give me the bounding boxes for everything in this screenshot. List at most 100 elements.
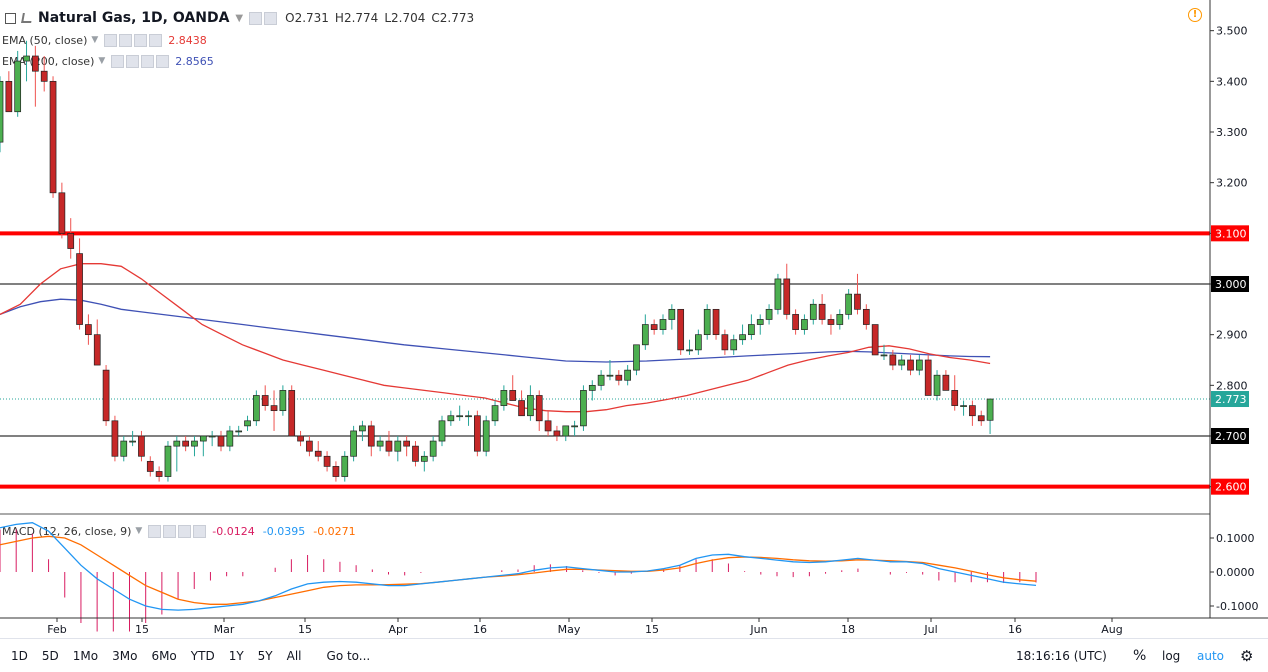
candle-up <box>774 278 782 310</box>
candle-down <box>544 420 552 432</box>
timeframe-group: 1D 5D 1Mo 3Mo 6Mo YTD 1Y 5Y All <box>4 649 309 663</box>
macd-dropdown-icon[interactable]: ▼ <box>135 526 143 536</box>
candle-down <box>5 80 13 113</box>
log-toggle[interactable]: log <box>1162 648 1181 663</box>
ema50-label[interactable]: EMA (50, close) <box>2 33 88 47</box>
candle-down <box>32 55 39 72</box>
eye-icon[interactable] <box>111 54 125 68</box>
candle-up <box>191 440 198 447</box>
macd-line <box>0 522 1037 611</box>
time-tick-label: Jun <box>749 623 767 636</box>
candle-up <box>836 314 844 325</box>
candle-down <box>146 460 154 472</box>
settings-icon[interactable] <box>119 33 133 47</box>
candle-up <box>456 415 464 418</box>
candle-down <box>854 293 861 310</box>
close-icon[interactable] <box>156 54 170 68</box>
eye-icon[interactable] <box>104 33 118 47</box>
candle-down <box>553 430 561 437</box>
timeframe-1mo-button[interactable]: 1Mo <box>72 648 99 663</box>
timeframe-5d-button[interactable]: 5D <box>41 648 59 663</box>
timeframe-1d-button[interactable]: 1D <box>11 648 28 663</box>
goto-button[interactable]: Go to... <box>326 648 371 663</box>
candle-up <box>739 334 746 341</box>
price-badge-label: 3.100 <box>1215 227 1247 240</box>
alert-clock-icon[interactable]: ! <box>1188 8 1202 22</box>
close-icon[interactable] <box>149 33 163 47</box>
timeframe-3mo-button[interactable]: 3Mo <box>112 648 138 663</box>
plus-icon[interactable] <box>141 54 155 68</box>
candle-up <box>491 405 499 422</box>
candle-down <box>385 440 393 452</box>
candle-up <box>129 440 136 443</box>
ema200-line <box>0 298 991 363</box>
candle-down <box>76 253 83 325</box>
price-tick-label: 2.900 <box>1216 329 1248 342</box>
close-icon[interactable] <box>193 524 207 538</box>
candle-down <box>332 466 340 477</box>
candle-up <box>350 430 357 457</box>
candle-up <box>695 334 702 351</box>
symbol-controls[interactable] <box>249 11 278 25</box>
eye-icon[interactable] <box>249 11 263 25</box>
ema50-controls[interactable] <box>104 33 163 47</box>
ema200-dropdown-icon[interactable]: ▼ <box>98 56 106 66</box>
utc-clock[interactable]: 18:16:16 (UTC) <box>1016 648 1107 663</box>
candle-down <box>217 435 225 447</box>
candle-up <box>641 324 649 346</box>
candle-down <box>85 324 92 336</box>
timeframe-all-button[interactable]: All <box>286 648 302 663</box>
gear-icon[interactable]: ⚙ <box>1240 646 1254 665</box>
settings-icon[interactable] <box>163 524 177 538</box>
settings-icon[interactable] <box>126 54 140 68</box>
candle-down <box>535 395 543 422</box>
ema200-controls[interactable] <box>111 54 170 68</box>
candle-down <box>871 324 879 356</box>
ohlc-open-label: O <box>285 11 295 25</box>
plus-icon[interactable] <box>178 524 192 538</box>
auto-toggle[interactable]: auto <box>1197 648 1225 663</box>
candle-up <box>23 55 30 62</box>
macd-controls[interactable] <box>148 524 207 538</box>
price-tick-label: 2.800 <box>1216 379 1248 392</box>
menu-square-icon[interactable] <box>5 12 16 24</box>
candle-down <box>111 420 119 457</box>
eye-icon[interactable] <box>148 524 162 538</box>
candle-down <box>977 415 985 422</box>
candle-down <box>712 308 720 336</box>
candle-down <box>907 359 914 371</box>
candle-down <box>270 405 278 412</box>
candle-down <box>40 70 48 82</box>
time-tick-label: Mar <box>214 623 235 636</box>
price-chart[interactable]: 3.500 3.400 3.300 3.200 3.100 3.000 2.900 2.800… <box>0 0 1268 638</box>
macd-label[interactable]: MACD (12, 26, close, 9) <box>2 524 132 538</box>
ema50-dropdown-icon[interactable]: ▼ <box>91 35 99 45</box>
macd-signal-line <box>0 535 1037 605</box>
candle-up <box>845 293 852 315</box>
candle-down <box>518 400 525 417</box>
timeframe-ytd-button[interactable]: YTD <box>190 648 215 663</box>
macd-signal-value: -0.0271 <box>313 524 356 538</box>
timeframe-1y-button[interactable]: 1Y <box>228 648 244 663</box>
candle-up <box>235 430 243 433</box>
plus-icon[interactable] <box>134 33 148 47</box>
candle-up <box>279 390 287 412</box>
symbol-dropdown-icon[interactable]: ▼ <box>235 12 244 24</box>
candle-up <box>933 374 941 396</box>
candle-down <box>889 354 897 366</box>
timeframe-6mo-button[interactable]: 6Mo <box>151 648 177 663</box>
candle-down <box>138 435 145 457</box>
price-tick-label: 3.200 <box>1216 177 1248 190</box>
settings-icon[interactable] <box>264 11 278 25</box>
candle-up <box>482 420 490 452</box>
candle-up <box>447 415 455 422</box>
time-tick-label: 16 <box>1008 623 1022 636</box>
price-badge <box>1211 225 1249 242</box>
percent-toggle[interactable]: % <box>1133 647 1147 664</box>
candle-up <box>465 415 472 418</box>
candle-up <box>686 349 693 352</box>
candle-up <box>606 374 614 377</box>
timeframe-5y-button[interactable]: 5Y <box>257 648 273 663</box>
candle-down <box>942 374 950 391</box>
symbol-title: Natural Gas, 1D, OANDA <box>38 10 230 26</box>
